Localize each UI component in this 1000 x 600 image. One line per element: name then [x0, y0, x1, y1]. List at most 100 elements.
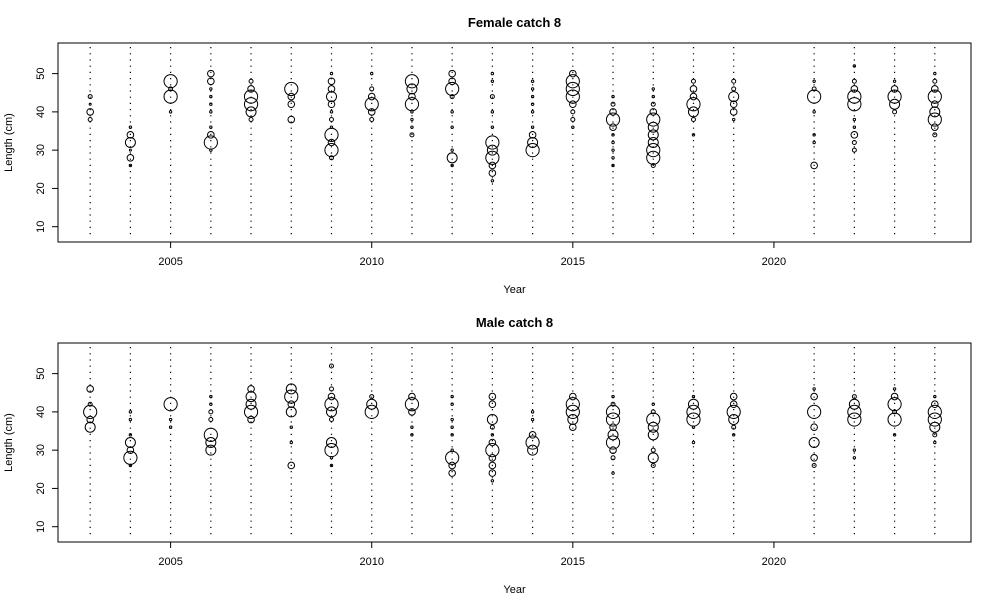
female-bubble-2017-26	[650, 162, 656, 168]
male-bubble-2021-28	[810, 454, 818, 462]
male-bubble-2017-28	[647, 452, 659, 464]
female-bubble-2023-40	[892, 109, 898, 115]
female-bubble-2004-30	[128, 148, 132, 152]
male-bubble-2003-42	[87, 401, 93, 407]
male-bubble-2012-28	[445, 450, 460, 465]
female-bubble-2006-44	[209, 94, 213, 99]
female-bubble-2022-52	[852, 64, 857, 68]
male-bubble-2007-46	[247, 385, 255, 393]
female-bubble-2012-36	[450, 125, 454, 129]
female-bubble-2004-36	[128, 125, 133, 129]
female-bubble-2006-40	[209, 110, 213, 114]
female-bubble-2023-44	[887, 89, 902, 104]
male-bubble-2022-40	[847, 404, 862, 419]
female-bubble-2009-32	[327, 138, 336, 147]
female-bubble-2022-34	[850, 131, 859, 139]
male-bubble-2009-40	[325, 406, 337, 418]
female-bubble-2011-46	[406, 83, 418, 95]
female-bubble-2003-38	[87, 117, 93, 123]
male-bubble-2009-44	[327, 392, 336, 401]
female-x-tick-label-2015: 2015	[561, 256, 585, 268]
female-bubble-2011-34	[409, 132, 415, 138]
female-bubble-2015-50	[569, 69, 577, 78]
female-bubble-2009-40	[329, 110, 334, 114]
male-bubble-2016-42	[610, 401, 616, 407]
female-bubble-2015-38	[570, 117, 576, 123]
male-bubble-2009-52	[328, 363, 334, 369]
female-bubble-2021-44	[807, 89, 822, 104]
female-bubble-2017-44	[651, 94, 655, 99]
male-bubble-2024-34	[932, 432, 938, 438]
male-bubble-2006-32	[205, 437, 217, 448]
female-bubble-2019-44	[728, 91, 740, 103]
female-x-axis-label: Year	[503, 284, 526, 296]
female-bubble-2024-50	[933, 71, 937, 76]
female-bubble-2014-42	[530, 102, 535, 106]
male-bubble-2009-30	[324, 443, 339, 458]
female-x-tick-label-2005: 2005	[158, 256, 182, 268]
male-bubble-2018-40	[686, 404, 701, 419]
male-y-axis-label: Length (cm)	[3, 413, 15, 472]
male-bubble-2017-38	[646, 412, 661, 427]
male-y-tick-label-10: 10	[35, 521, 47, 533]
female-bubble-2024-42	[931, 100, 939, 109]
male-bubble-2013-22	[490, 479, 495, 483]
male-bubble-2009-26	[329, 463, 334, 468]
male-bubble-2008-36	[289, 425, 293, 429]
female-bubble-2021-46	[811, 86, 817, 92]
male-bubble-2013-26	[488, 461, 497, 470]
female-bubble-2022-46	[850, 85, 859, 93]
male-bubble-2010-40	[364, 404, 379, 419]
female-bubble-2019-42	[729, 100, 738, 109]
female-bubble-2015-48	[565, 74, 580, 89]
male-bubble-2024-44	[933, 394, 937, 399]
female-bubble-2021-40	[812, 110, 816, 114]
male-bubble-2008-26	[287, 461, 296, 470]
male-bubble-2004-30	[126, 446, 135, 454]
female-y-axis-label: Length (cm)	[3, 113, 15, 172]
female-bubble-2008-38	[287, 115, 296, 124]
female-bubble-2017-36	[647, 121, 659, 133]
male-bubble-2019-40	[726, 404, 741, 419]
female-bubble-2009-28	[328, 155, 334, 161]
female-bubble-2014-44	[530, 94, 535, 99]
female-bubble-2006-34	[207, 131, 215, 139]
female-bubble-2017-32	[647, 137, 659, 148]
male-bubble-2010-44	[369, 394, 375, 400]
female-x-tick-label-2020: 2020	[762, 256, 786, 268]
female-bubble-2004-26	[128, 163, 133, 168]
male-bubble-2009-38	[328, 417, 334, 423]
female-bubble-2006-48	[207, 77, 215, 86]
male-bubble-2014-38	[530, 417, 535, 422]
male-bubble-2005-36	[168, 425, 173, 429]
male-bubble-2012-26	[448, 461, 456, 470]
male-bubble-2007-40	[243, 404, 259, 419]
female-bubble-2006-46	[209, 87, 213, 91]
female-bubble-2012-50	[448, 69, 456, 78]
male-bubble-2023-34	[892, 433, 897, 437]
male-bubble-2013-32	[488, 438, 497, 447]
male-bubble-2006-34	[203, 427, 218, 442]
male-bubble-2006-38	[208, 417, 214, 423]
male-bubble-2023-38	[887, 412, 902, 427]
male-y-tick-label-40: 40	[35, 406, 47, 418]
female-bubble-2023-46	[890, 85, 899, 93]
male-bubble-2004-32	[124, 437, 136, 448]
male-bubble-2017-36	[647, 421, 659, 433]
female-bubble-2023-42	[889, 98, 901, 110]
female-bubble-2003-42	[88, 102, 92, 106]
female-bubble-2019-38	[732, 117, 736, 122]
male-bubble-2008-32	[289, 440, 293, 445]
female-bubble-2014-40	[530, 110, 535, 114]
female-bubble-2024-36	[931, 123, 939, 131]
male-bubble-2006-40	[208, 409, 214, 415]
female-bubble-2011-36	[410, 125, 414, 129]
female-bubble-2008-44	[287, 92, 296, 101]
female-bubble-2006-36	[209, 125, 213, 129]
female-bubble-2005-48	[163, 74, 178, 89]
female-bubble-2018-38	[690, 117, 696, 123]
female-bubble-2010-44	[367, 92, 376, 101]
female-bubble-2022-42	[847, 97, 862, 112]
female-bubble-2016-32	[611, 140, 615, 145]
female-bubble-2021-26	[810, 161, 818, 170]
